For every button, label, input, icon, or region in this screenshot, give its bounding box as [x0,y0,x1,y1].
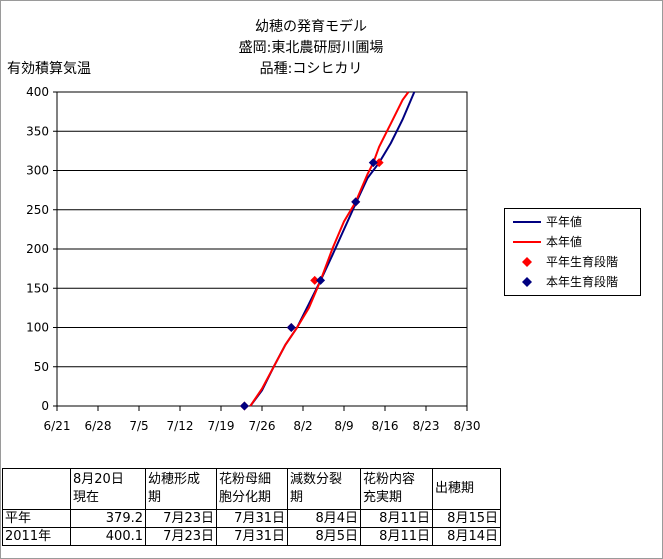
y-axis-label: 有効積算気温 [7,61,91,77]
x-tick-label: 8/16 [372,419,399,433]
legend-swatch-navy-line [513,221,541,223]
table-header-cell [2,468,71,510]
legend-item-normal-line: 平年値 [511,213,639,231]
legend-label: 平年値 [546,215,583,229]
chart-title-line-3: 品種:コシヒカリ [259,61,363,77]
y-axis-ticks: 0 50 100 150 200 250 300 350 400 [26,85,57,413]
y-tick-label: 50 [34,360,49,374]
table-cell: 8月5日 [287,527,361,546]
table-row: 2011年 400.1 7月23日 7月31日 8月5日 8月11日 8月14日 [2,527,501,546]
growth-stage-table: 8月20日 現在 幼穂形成期 花粉母細 胞分化期 減数分裂期 花粉内容 充実期 出穂期… [2,468,501,546]
data-point-marker [351,197,361,207]
table-header-cell: 幼穂形成期 [145,468,217,510]
legend-item-current-line: 本年値 [511,233,639,251]
legend-label: 本年生育段階 [546,275,619,289]
table-cell: 8月4日 [287,509,361,528]
table-header-cell: 花粉内容 充実期 [360,468,433,510]
series-group [239,91,416,411]
y-tick-label: 200 [26,242,49,256]
header-line: 花粉内容 充実期 [363,472,416,505]
table-cell: 8月11日 [360,527,433,546]
table-row-label: 2011年 [2,527,71,546]
table-cell: 7月31日 [216,527,288,546]
table-header-row: 8月20日 現在 幼穂形成期 花粉母細 胞分化期 減数分裂期 花粉内容 充実期 出穂期 [2,468,501,510]
data-point-marker [286,323,296,332]
table-header-cell: 8月20日 現在 [70,468,146,510]
x-tick-label: 7/19 [208,419,235,433]
header-line: 花粉母細 胞分化期 [219,472,272,505]
y-tick-label: 350 [26,124,49,138]
header-line: 幼穂形成期 [148,472,201,505]
table-header-cell: 出穂期 [432,468,501,510]
legend-swatch-navy-diamond [522,277,532,287]
table-header-cell: 減数分裂期 [287,468,361,510]
x-tick-label: 8/2 [293,419,312,433]
x-tick-label: 8/23 [413,419,440,433]
data-point-marker [239,401,249,411]
y-tick-label: 0 [41,399,49,413]
x-tick-label: 7/26 [249,419,276,433]
table-cell: 379.2 [70,509,146,528]
y-tick-label: 150 [26,281,49,295]
table-cell: 400.1 [70,527,146,546]
series-line [249,91,410,407]
legend-label: 平年生育段階 [546,255,619,269]
x-tick-label: 7/5 [129,419,148,433]
table-header-cell: 花粉母細 胞分化期 [216,468,288,510]
data-point-marker [310,275,320,285]
x-tick-label: 8/30 [454,419,481,433]
y-tick-label: 300 [26,164,49,178]
data-point-marker [316,275,326,285]
legend: 平年値 本年値 平年生育段階 本年生育段階 [504,208,641,296]
line-chart: 0 50 100 150 200 250 300 350 400 6/21 6/28 7/5 7/12… [26,85,481,433]
legend-item-current-stages: 本年生育段階 [511,273,639,291]
header-line: 8月20日 現在 [73,472,124,505]
x-tick-label: 6/21 [44,419,71,433]
table-cell: 7月31日 [216,509,288,528]
legend-label: 本年値 [546,235,583,249]
table-cell: 8月14日 [432,527,501,546]
data-point-marker [368,158,378,168]
x-tick-label: 6/28 [85,419,112,433]
legend-item-normal-stages: 平年生育段階 [511,253,639,271]
y-tick-label: 400 [26,85,49,99]
table-cell: 8月15日 [432,509,501,528]
chart-title-line-2: 盛岡:東北農研厨川圃場 [238,40,384,56]
legend-swatch-red-diamond [522,257,532,267]
data-point-marker [374,158,384,168]
table-row: 平年 379.2 7月23日 7月31日 8月4日 8月11日 8月15日 [2,509,501,528]
x-axis-ticks: 6/21 6/28 7/5 7/12 7/19 7/26 8/2 8/9 8/16 8/23 8/3… [44,406,481,433]
y-tick-label: 250 [26,203,49,217]
x-tick-label: 7/12 [167,419,194,433]
y-tick-label: 100 [26,321,49,335]
header-line: 減数分裂期 [290,472,343,505]
table-cell: 7月23日 [145,527,217,546]
x-tick-label: 8/9 [334,419,353,433]
chart-title-line-1: 幼穂の発育モデル [255,19,367,35]
table-row-label: 平年 [2,509,71,528]
gridlines [57,91,467,368]
table-cell: 8月11日 [360,509,433,528]
table-cell: 7月23日 [145,509,217,528]
legend-swatch-red-line [513,241,541,243]
